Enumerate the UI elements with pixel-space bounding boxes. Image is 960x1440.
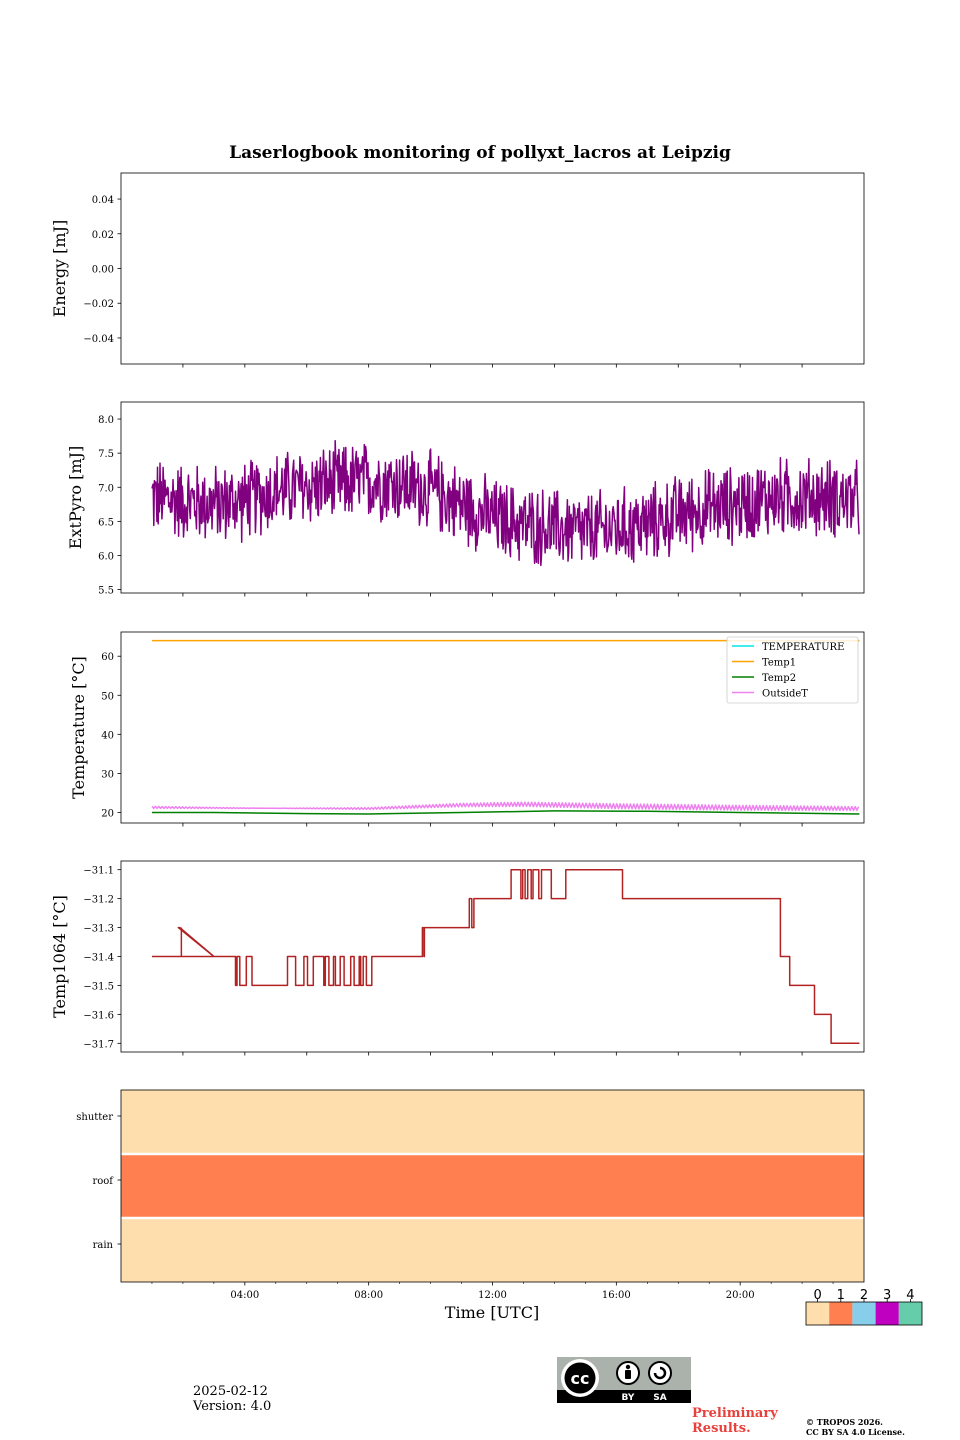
preliminary-line-2: Results. bbox=[692, 1421, 751, 1436]
date-text: 2025-02-12 bbox=[193, 1384, 268, 1399]
legend-entry-outsidet: OutsideT bbox=[762, 689, 808, 700]
colorbar-label-4: 4 bbox=[906, 1288, 914, 1303]
sa-icon bbox=[648, 1361, 672, 1385]
version-text: Version: 4.0 bbox=[193, 1399, 272, 1414]
y-tick-label: −0.04 bbox=[83, 334, 114, 345]
status-row-roof bbox=[121, 1154, 864, 1218]
y-tick-label: −31.6 bbox=[83, 1010, 114, 1021]
copyright-line-2: CC BY SA 4.0 License. bbox=[806, 1427, 905, 1437]
panel-status: shutter roof rain 04:00 08:00 12:00 16:00 20:00 bbox=[76, 1089, 865, 1301]
subplots: 0.04 0.02 0.00 −0.02 −0.04 Energy [mJ] 8.0 7.5 7… bbox=[50, 172, 865, 1301]
y-tick-label: 8.0 bbox=[98, 415, 114, 426]
legend-entry-temp1: Temp1 bbox=[762, 658, 796, 669]
series-line-temp1064 bbox=[152, 868, 860, 1045]
panel-temperature: 60 50 40 30 20 Temperature [°C] TEMPERATURE Tem… bbox=[69, 631, 865, 827]
x-tick-label: 20:00 bbox=[726, 1290, 755, 1301]
cc-by-sa-badge: cc BY SA bbox=[557, 1357, 691, 1403]
y-tick-label: −0.02 bbox=[83, 299, 114, 310]
y-tick-label: 6.5 bbox=[98, 517, 114, 528]
colorbar-label-1: 1 bbox=[837, 1288, 845, 1303]
legend-entry-temp2: Temp2 bbox=[762, 673, 796, 684]
y-axis-label-extpyro: ExtPyro [mJ] bbox=[66, 446, 85, 549]
y-tick-label: 7.0 bbox=[98, 483, 114, 494]
y-tick-label: −31.2 bbox=[83, 895, 114, 906]
y-tick-label: 5.5 bbox=[98, 586, 114, 597]
plot-area bbox=[152, 868, 860, 1045]
y-tick-label: 20 bbox=[101, 808, 114, 819]
y-tick-label: −31.1 bbox=[83, 866, 114, 877]
x-tick-label: 04:00 bbox=[230, 1290, 259, 1301]
y-tick-label: 0.02 bbox=[92, 230, 114, 241]
panel-energy: 0.04 0.02 0.00 −0.02 −0.04 Energy [mJ] bbox=[50, 172, 865, 368]
y-tick-label: −31.7 bbox=[83, 1039, 114, 1050]
legend: TEMPERATURE Temp1 Temp2 OutsideT bbox=[726, 636, 859, 704]
y-tick-label: 40 bbox=[101, 730, 114, 741]
legend-frame bbox=[726, 636, 859, 704]
preliminary-notice: Preliminary Results. bbox=[692, 1406, 778, 1436]
y-tick-label: 0.04 bbox=[92, 195, 114, 206]
status-row-shutter bbox=[121, 1090, 864, 1154]
preliminary-line-1: Preliminary bbox=[692, 1406, 778, 1421]
y-axis-label-energy: Energy [mJ] bbox=[50, 220, 69, 318]
y-tick-label: 7.5 bbox=[98, 449, 114, 460]
cc-sa-label: SA bbox=[653, 1393, 666, 1403]
version-info: 2025-02-12 Version: 4.0 bbox=[193, 1384, 271, 1414]
series-line-outsidet bbox=[151, 801, 860, 812]
colorbar-frame bbox=[805, 1301, 923, 1326]
y-tick-label: −31.3 bbox=[83, 924, 114, 935]
y-tick-label: 30 bbox=[101, 769, 114, 780]
colorbar-swatch-0 bbox=[806, 1302, 830, 1325]
colorbar-label-3: 3 bbox=[883, 1288, 891, 1303]
colorbar-label-2: 2 bbox=[860, 1288, 868, 1303]
y-tick-label: 50 bbox=[101, 691, 114, 702]
copyright-line-1: © TROPOS 2026. bbox=[806, 1417, 883, 1427]
x-tick-label: 12:00 bbox=[478, 1290, 507, 1301]
axes-frame bbox=[120, 172, 865, 365]
y-tick-label: 60 bbox=[101, 652, 114, 663]
copyright-notice: © TROPOS 2026. CC BY SA 4.0 License. bbox=[806, 1417, 905, 1437]
x-tick-label: 08:00 bbox=[354, 1290, 383, 1301]
y-tick-label: 6.0 bbox=[98, 551, 114, 562]
y-tick-label: −31.4 bbox=[83, 953, 114, 964]
x-tick-label: 16:00 bbox=[602, 1290, 631, 1301]
series-line-extpyro bbox=[151, 440, 860, 567]
row-label-roof: roof bbox=[92, 1176, 114, 1187]
colorbar-swatch-2 bbox=[852, 1302, 876, 1325]
y-tick-label: −31.5 bbox=[83, 981, 114, 992]
colorbar-swatch-4 bbox=[898, 1302, 922, 1325]
x-axis-label: Time [UTC] bbox=[445, 1303, 539, 1322]
series-line-temp2 bbox=[152, 810, 860, 815]
plot-area bbox=[151, 440, 860, 567]
cc-by-label: BY bbox=[622, 1393, 635, 1403]
legend-entry-temperature: TEMPERATURE bbox=[762, 642, 844, 653]
y-axis-label-temp1064: Temp1064 [°C] bbox=[50, 895, 69, 1018]
colorbar-swatch-3 bbox=[875, 1302, 899, 1325]
row-label-rain: rain bbox=[93, 1240, 114, 1251]
y-tick-label: 0.00 bbox=[92, 265, 114, 276]
y-axis-label-temperature: Temperature [°C] bbox=[69, 656, 88, 799]
status-row-rain bbox=[121, 1218, 864, 1282]
colorbar-swatch-1 bbox=[829, 1302, 853, 1325]
cc-icon: cc bbox=[571, 1369, 590, 1388]
chart-title: Laserlogbook monitoring of pollyxt_lacro… bbox=[229, 143, 731, 163]
panel-temp1064: −31.1 −31.2 −31.3 −31.4 −31.5 −31.6 −31.7 Temp1… bbox=[50, 860, 865, 1056]
colorbar-label-0: 0 bbox=[813, 1288, 821, 1303]
row-label-shutter: shutter bbox=[76, 1112, 113, 1123]
panel-extpyro: 8.0 7.5 7.0 6.5 6.0 5.5 ExtPyro [mJ] bbox=[66, 401, 865, 597]
